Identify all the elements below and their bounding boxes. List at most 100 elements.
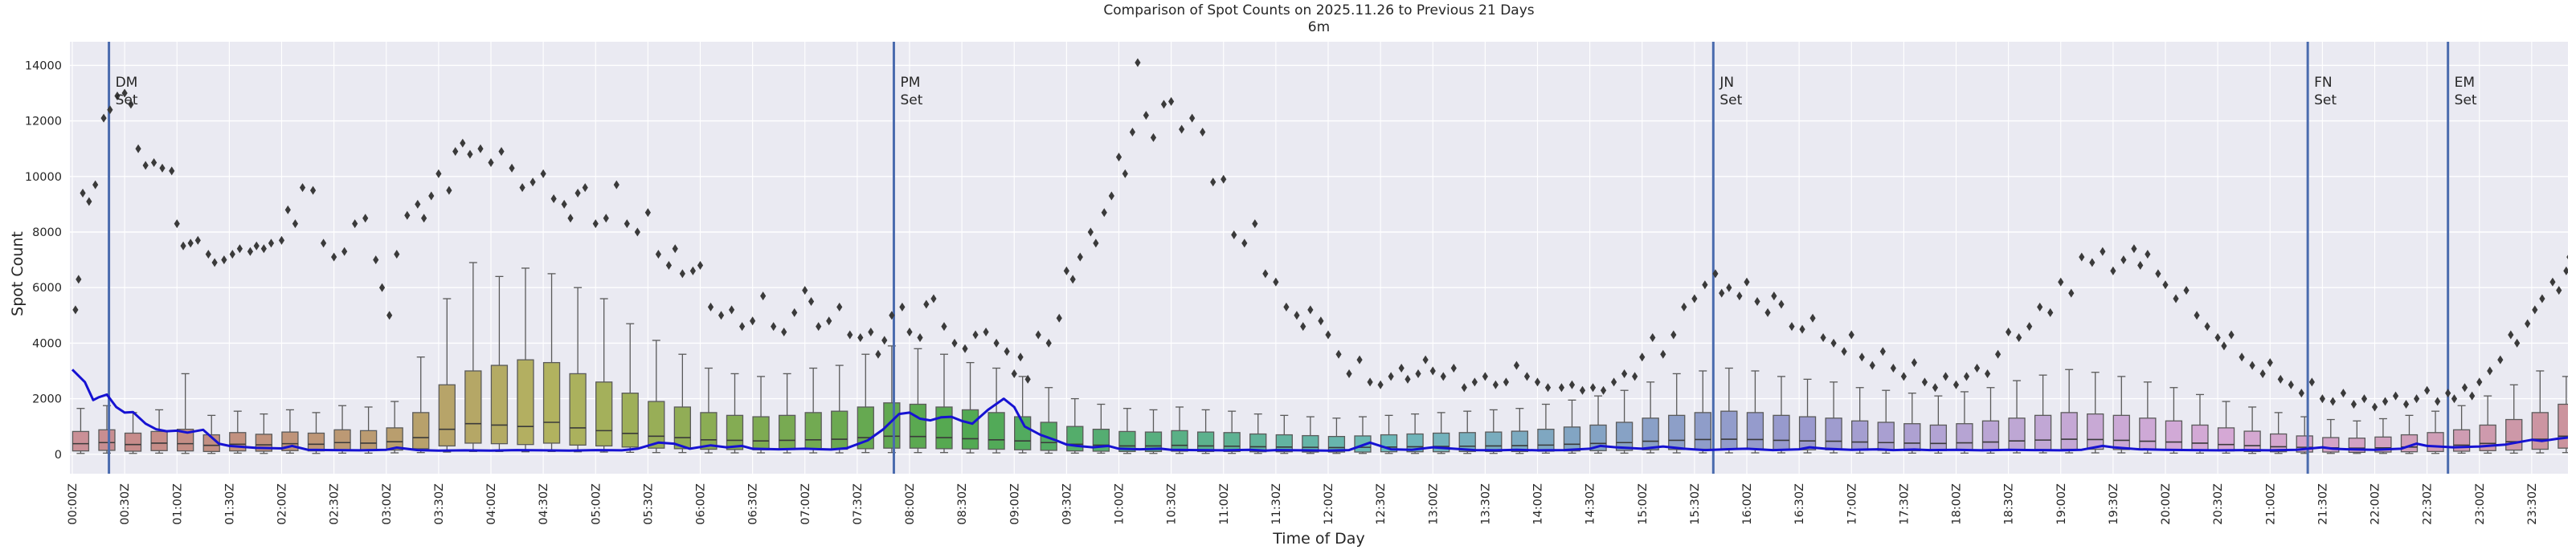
- outlier-diamond: [2162, 280, 2169, 290]
- outlier-diamond: [1719, 288, 1725, 298]
- x-tick-label: 22:00Z: [2370, 483, 2382, 525]
- box-iqr: [1171, 430, 1188, 452]
- box-bin: [72, 408, 90, 454]
- outlier-diamond: [1101, 208, 1107, 218]
- x-tick-label: 11:00Z: [1218, 483, 1231, 525]
- box-iqr: [2479, 424, 2496, 451]
- outlier-diamond: [808, 296, 815, 306]
- x-tick-label: 21:30Z: [2316, 483, 2329, 525]
- outlier-diamond: [519, 183, 525, 193]
- box-bin: [124, 412, 142, 454]
- box-iqr: [412, 412, 430, 450]
- outlier-diamond: [1726, 283, 1732, 292]
- box-iqr: [124, 432, 142, 452]
- outlier-diamond: [2435, 397, 2441, 406]
- outlier-diamond: [2068, 288, 2075, 298]
- outlier-diamond: [1108, 191, 1114, 201]
- outlier-diamond: [2120, 255, 2127, 265]
- outlier-diamond: [826, 316, 832, 326]
- outlier-diamond: [1503, 377, 1510, 387]
- outlier-diamond: [1639, 352, 1646, 362]
- box-iqr: [2112, 414, 2130, 450]
- x-tick-label: 05:30Z: [642, 483, 655, 525]
- box-iqr: [2060, 412, 2078, 450]
- x-tick-label: 09:00Z: [1008, 483, 1021, 525]
- outlier-diamond: [561, 199, 567, 209]
- outlier-diamond: [2461, 383, 2468, 393]
- box-iqr: [648, 401, 665, 449]
- outlier-diamond: [194, 235, 201, 245]
- outlier-diamond: [1377, 380, 1384, 389]
- outlier-diamond: [1388, 372, 1394, 381]
- box-iqr: [2531, 412, 2549, 450]
- outlier-diamond: [2194, 311, 2200, 320]
- outlier-diamond: [2298, 389, 2304, 398]
- outlier-diamond: [2110, 266, 2116, 275]
- outlier-diamond: [951, 338, 958, 348]
- outlier-diamond: [1035, 330, 1041, 340]
- box-bin: [673, 353, 692, 454]
- outlier-diamond: [1093, 238, 1099, 248]
- box-bin: [1773, 376, 1790, 454]
- box-iqr: [752, 416, 770, 450]
- x-tick-label: 14:30Z: [1584, 483, 1597, 525]
- outlier-diamond: [467, 149, 473, 159]
- box-iqr: [2427, 432, 2444, 452]
- outlier-diamond: [1069, 275, 1076, 284]
- outlier-diamond: [1346, 369, 1352, 378]
- outlier-diamond: [1024, 374, 1031, 384]
- y-tick-label: 10000: [25, 171, 62, 184]
- outlier-diamond: [1189, 113, 1196, 123]
- box-bin: [202, 414, 220, 454]
- outlier-diamond: [404, 210, 411, 220]
- y-tick-label: 0: [55, 449, 62, 462]
- box-iqr: [2558, 403, 2568, 449]
- outlier-diamond: [2382, 397, 2389, 406]
- outlier-diamond: [1063, 266, 1069, 275]
- box-bin: [1511, 408, 1529, 454]
- plot-background: [70, 42, 2568, 474]
- outlier-diamond: [2288, 380, 2294, 389]
- outlier-diamond: [2451, 394, 2458, 404]
- box-iqr: [307, 432, 325, 452]
- outlier-diamond: [1429, 366, 1436, 376]
- box-bin: [1040, 387, 1057, 454]
- box-bin: [1144, 409, 1163, 454]
- box-iqr: [517, 359, 534, 446]
- outlier-diamond: [1367, 377, 1373, 387]
- box-iqr: [542, 361, 561, 444]
- outlier-diamond: [460, 138, 466, 148]
- outlier-diamond: [394, 250, 400, 259]
- box-iqr: [1981, 420, 2000, 451]
- outlier-diamond: [386, 311, 393, 320]
- x-tick-label: 12:00Z: [1323, 483, 1335, 525]
- outlier-diamond: [1168, 96, 1175, 106]
- box-iqr: [569, 373, 587, 446]
- outlier-diamond: [1600, 385, 1607, 395]
- outlier-diamond: [2497, 355, 2504, 365]
- y-tick-label: 8000: [32, 226, 62, 239]
- outlier-diamond: [1544, 383, 1552, 393]
- box-iqr: [1615, 422, 1634, 451]
- x-tick-label: 16:30Z: [1793, 483, 1806, 525]
- outlier-diamond: [1017, 352, 1024, 362]
- outlier-diamond: [1252, 219, 1258, 229]
- y-tick-label: 14000: [25, 59, 62, 72]
- outlier-diamond: [452, 147, 459, 157]
- box-iqr: [1929, 424, 1948, 451]
- outlier-diamond: [1754, 296, 1760, 306]
- y-tick-label: 2000: [32, 393, 62, 406]
- box-iqr: [359, 430, 378, 451]
- outlier-diamond: [1681, 302, 1687, 312]
- outlier-diamond: [889, 311, 895, 320]
- box-iqr: [2139, 417, 2157, 450]
- box-iqr: [177, 428, 194, 452]
- outlier-diamond: [2026, 322, 2033, 332]
- outlier-diamond: [1482, 372, 1488, 381]
- outlier-diamond: [1087, 227, 1094, 237]
- chart-title: Comparison of Spot Counts on 2025.11.26 …: [1103, 2, 1535, 18]
- outlier-diamond: [211, 258, 218, 267]
- outlier-diamond: [771, 322, 777, 332]
- outlier-diamond: [791, 308, 798, 317]
- box-iqr: [1798, 416, 1817, 450]
